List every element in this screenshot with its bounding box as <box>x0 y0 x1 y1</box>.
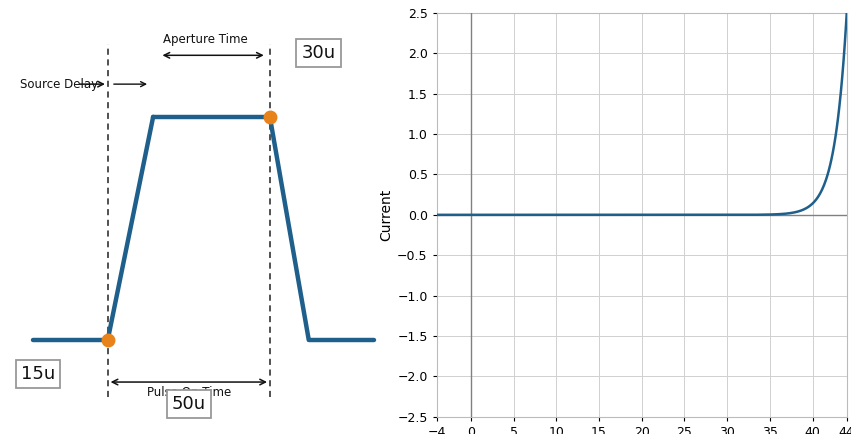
Text: Pulse On Time: Pulse On Time <box>146 386 231 399</box>
Text: 30u: 30u <box>301 44 335 62</box>
Y-axis label: Current: Current <box>379 189 393 241</box>
Text: Source Delay: Source Delay <box>20 78 99 91</box>
Text: Aperture Time: Aperture Time <box>163 33 248 46</box>
Text: 50u: 50u <box>172 395 206 413</box>
Text: 15u: 15u <box>21 365 55 383</box>
